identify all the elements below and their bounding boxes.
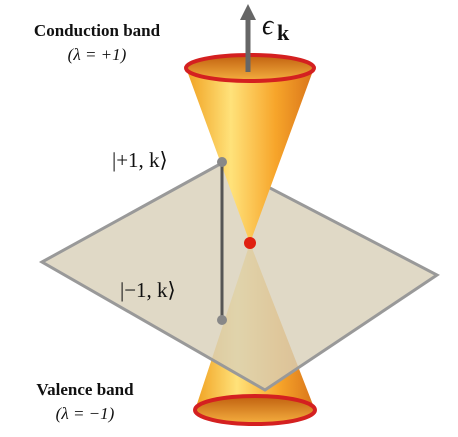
upper-state-dot [217,157,227,167]
valence-lambda: (λ = −1) [56,404,115,423]
upper-state-label: |+1, k⟩ [112,148,168,172]
energy-arrowhead [240,4,256,20]
valence-label: Valence band [36,380,134,399]
conduction-lambda: (λ = +1) [68,45,127,64]
valence-rim [195,396,315,424]
energy-subscript: k [277,20,290,45]
lower-state-label: |−1, k⟩ [120,278,176,302]
energy-symbol: ϵ [262,10,275,41]
dirac-cone-diagram: Conduction band (λ = +1) ϵ k |+1, k⟩ |−1… [0,0,458,437]
conduction-label: Conduction band [34,21,161,40]
dirac-point [244,237,256,249]
lower-state-dot [217,315,227,325]
